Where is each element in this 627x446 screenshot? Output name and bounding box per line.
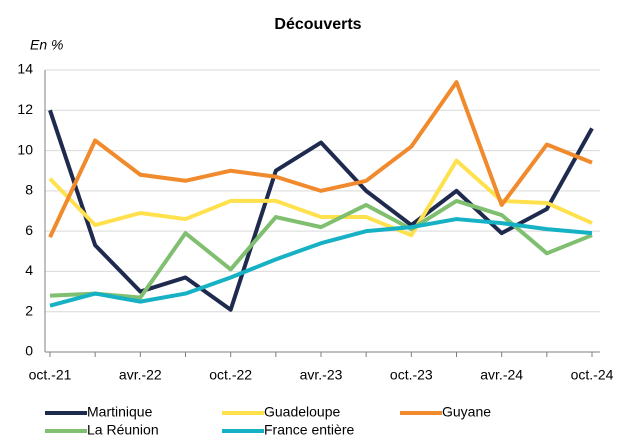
series-line [49, 198, 593, 300]
y-tick-label: 6 [25, 222, 33, 238]
y-tick-label: 0 [25, 343, 33, 359]
legend-label: France entière [264, 422, 354, 438]
series-line [48, 80, 593, 239]
legend-label: Guyane [442, 404, 491, 420]
y-tick-label: 10 [17, 141, 33, 157]
x-tick-label: oct.-23 [390, 367, 433, 383]
y-axis-label: En % [30, 37, 63, 53]
series-line [48, 109, 594, 312]
legend-label: Martinique [87, 404, 153, 420]
y-tick-label: 2 [25, 302, 33, 318]
x-tick-label: avr.-22 [119, 367, 162, 383]
legend-label: La Réunion [87, 422, 159, 438]
y-tick-label: 8 [25, 182, 33, 198]
y-tick-label: 4 [25, 262, 33, 278]
x-tick-label: avr.-24 [480, 367, 523, 383]
x-tick-label: avr.-23 [300, 367, 343, 383]
x-tick-label: oct.-24 [571, 367, 614, 383]
y-tick-label: 12 [17, 101, 33, 117]
legend-label: Guadeloupe [264, 404, 341, 420]
series-line [49, 217, 593, 308]
y-tick-label: 14 [17, 61, 33, 77]
x-tick-label: oct.-21 [29, 367, 72, 383]
chart-title: Découverts [274, 16, 361, 33]
x-tick-label: oct.-22 [209, 367, 252, 383]
